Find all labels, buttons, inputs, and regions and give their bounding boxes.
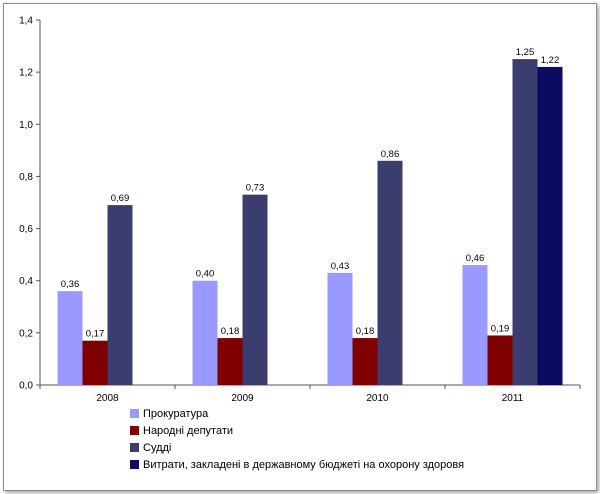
legend-item-deputies: Народні депутати <box>130 422 464 439</box>
bar-value-label: 0,18 <box>221 326 240 337</box>
legend-label: Прокуратура <box>143 407 209 420</box>
bar <box>82 340 108 385</box>
bar <box>107 205 133 385</box>
bar-value-label: 0,46 <box>466 253 485 264</box>
bar-value-label: 0,18 <box>356 326 375 337</box>
bar <box>537 66 563 385</box>
legend-label: Народні депутати <box>143 424 234 437</box>
y-tick-label: 1,4 <box>19 16 33 27</box>
bar-value-label: 1,22 <box>541 55 560 66</box>
bar <box>377 160 403 385</box>
legend-item-health-budget: Витрати, закладені в державному бюджеті … <box>130 456 464 473</box>
legend-label: Витрати, закладені в державному бюджеті … <box>143 458 465 471</box>
x-axis: 2008 2009 2010 2011 <box>39 384 581 404</box>
bar <box>487 335 513 385</box>
legend-swatch <box>130 409 139 418</box>
legend-item-prokuratura: Прокуратура <box>130 405 464 422</box>
x-tick-label: 2011 <box>502 393 524 404</box>
legend-label: Судді <box>143 441 172 454</box>
bar-value-label: 1,25 <box>516 47 535 58</box>
bar <box>57 291 83 385</box>
bar-value-label: 0,17 <box>86 329 105 340</box>
bar-value-label: 0,19 <box>491 323 510 334</box>
chart-legend: Прокуратура Народні депутати Судді Витра… <box>130 405 464 473</box>
bar <box>462 265 488 385</box>
y-tick-label: 0,4 <box>19 276 33 287</box>
y-tick-label: 1,2 <box>19 68 33 79</box>
bar <box>242 194 268 385</box>
bar <box>512 59 538 385</box>
bar <box>352 338 378 385</box>
legend-item-judges: Судді <box>130 439 464 456</box>
bar-value-label: 0,69 <box>111 193 130 204</box>
y-tick-label: 0,6 <box>19 224 33 235</box>
y-tick-label: 0,8 <box>19 172 33 183</box>
x-tick-label: 2008 <box>96 393 119 404</box>
x-tick-label: 2010 <box>366 393 389 404</box>
y-tick-label: 1,0 <box>19 120 33 131</box>
legend-swatch <box>130 443 139 452</box>
bar-value-label: 0,40 <box>196 269 215 280</box>
bar <box>192 280 218 385</box>
y-tick-label: 0,2 <box>19 328 33 339</box>
y-tick-label: 0,0 <box>19 381 33 392</box>
chart-frame <box>3 3 597 491</box>
bar-labels: 0,36 0,17 0,69 0,40 0,18 0,73 0,43 0,18 0,86 0,46… <box>61 47 560 340</box>
bar-value-label: 0,86 <box>381 149 400 160</box>
bar <box>217 338 243 385</box>
y-axis: 0,0 0,2 0,4 0,6 0,8 1,0 1,2 1,4 <box>19 16 41 392</box>
bar-value-label: 0,73 <box>246 183 265 194</box>
bar-value-label: 0,36 <box>61 279 80 290</box>
bar <box>327 272 353 385</box>
bars <box>57 59 563 385</box>
x-tick-label: 2009 <box>231 393 254 404</box>
legend-swatch <box>130 426 139 435</box>
legend-swatch <box>130 460 139 469</box>
bar-value-label: 0,43 <box>331 261 350 272</box>
